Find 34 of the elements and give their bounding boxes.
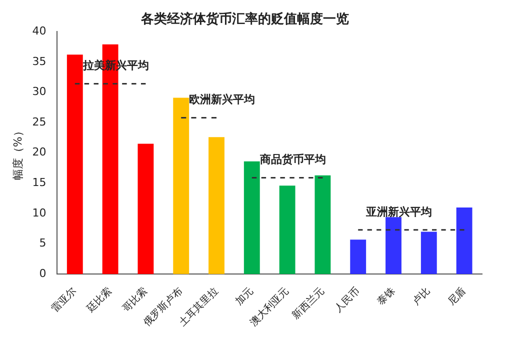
- y-tick-label: 10: [32, 206, 46, 220]
- x-tick-label: 新西兰元: [290, 284, 327, 322]
- y-tick-label: 25: [32, 115, 46, 128]
- y-tick-label: 0: [39, 267, 46, 280]
- bar: [314, 175, 331, 274]
- series-label: 欧洲新兴平均: [189, 93, 256, 106]
- x-tick-label: 泰铢: [374, 284, 398, 308]
- y-tick-label: 20: [32, 146, 46, 159]
- bar: [173, 98, 190, 274]
- x-tick-label: 廷比索: [84, 284, 114, 316]
- y-tick-label: 35: [32, 54, 46, 68]
- x-tick-label: 尼盾: [446, 284, 468, 308]
- bar: [350, 240, 366, 274]
- y-tick-label: 15: [32, 176, 46, 190]
- bar: [279, 186, 296, 274]
- x-tick-label: 雷亚尔: [49, 284, 79, 315]
- y-axis-title: 幅度（%）: [11, 126, 24, 180]
- x-tick-label: 人民币: [332, 284, 362, 315]
- bar: [244, 161, 260, 274]
- series-label: 亚洲新兴平均: [365, 205, 432, 218]
- y-tick-label: 30: [32, 85, 46, 98]
- bar: [386, 217, 402, 274]
- x-tick-label: 加元: [233, 284, 256, 308]
- chart-title: 各类经济体货币汇率的贬值幅度一览: [140, 11, 349, 28]
- bar: [138, 144, 154, 274]
- series-label: 商品货币平均: [258, 153, 326, 166]
- y-tick-label: 5: [39, 236, 46, 250]
- x-tick-label: 哥比索: [120, 284, 150, 315]
- bar: [208, 137, 224, 274]
- x-tick-label: 卢比: [410, 284, 433, 308]
- bar: [456, 207, 472, 274]
- bar: [420, 232, 437, 274]
- bar: [66, 54, 83, 274]
- y-tick-label: 40: [32, 24, 46, 38]
